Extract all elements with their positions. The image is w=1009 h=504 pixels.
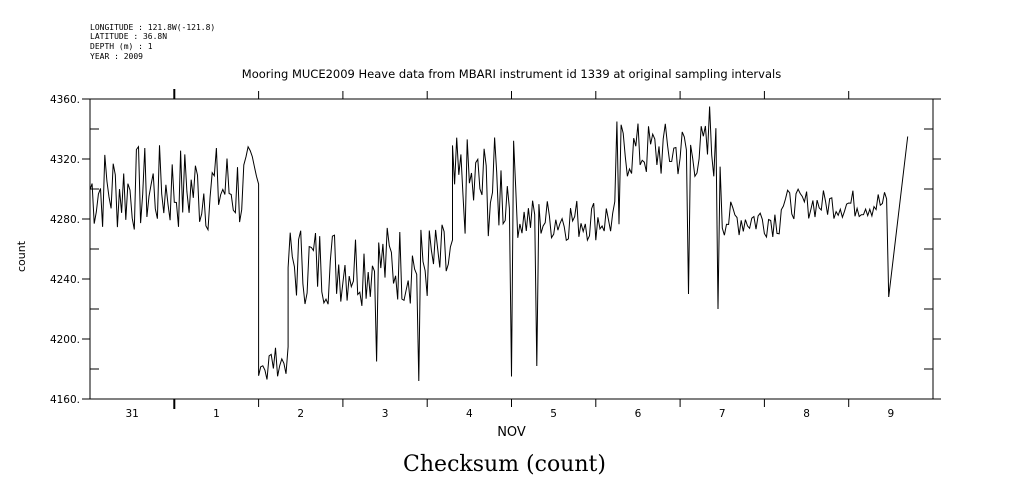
x-tick-label: 9 [888,408,895,420]
year-label: YEAR : 2009 [90,52,143,61]
longitude-label: LONGITUDE : 121.8W(-121.8) [90,23,216,32]
x-tick-label: 3 [382,408,389,420]
x-axis-label: NOV [497,425,526,440]
y-tick-label: 4160. [50,394,80,406]
x-tick-label: 31 [125,408,138,420]
chart-title: Mooring MUCE2009 Heave data from MBARI i… [241,67,782,81]
x-tick-label: 2 [297,408,304,420]
y-tick-label: 4240. [50,274,80,286]
chart-caption: Checksum (count) [403,452,606,477]
x-tick-label: 8 [803,408,810,420]
series-line [89,106,909,382]
x-tick-label: 6 [635,408,642,420]
y-tick-label: 4280. [50,214,80,226]
latitude-label: LATITUDE : 36.8N [90,32,168,41]
x-tick-label: 1 [213,408,220,420]
x-tick-label: 7 [719,408,726,420]
x-tick-label: 4 [466,408,473,420]
depth-label: DEPTH (m) : 1 [90,42,153,51]
y-tick-label: 4320. [50,154,80,166]
y-tick-label: 4360. [50,94,80,106]
x-tick-label: 5 [550,408,557,420]
y-tick-label: 4200. [50,334,80,346]
